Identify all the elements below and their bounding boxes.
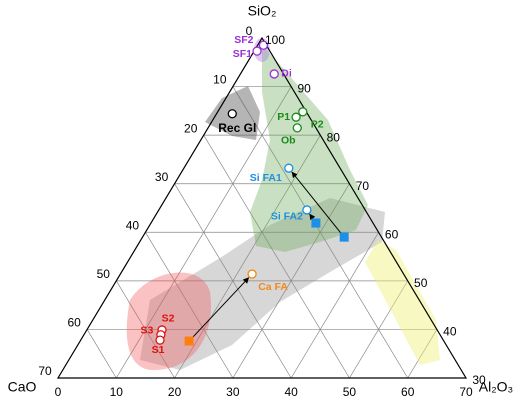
bottom-tick-label: 60: [401, 385, 415, 399]
right-tick-label: 40: [443, 325, 457, 339]
point-label: S1: [152, 344, 165, 356]
data-point: [292, 123, 302, 133]
bottom-tick-label: 70: [459, 385, 473, 399]
right-tick-label: 90: [297, 82, 311, 96]
data-square: [339, 232, 349, 242]
data-point: [284, 163, 294, 173]
grid-line: [290, 232, 379, 379]
bottom-tick-label: 40: [284, 385, 298, 399]
grid-line: [115, 86, 292, 379]
right-tick-label: 50: [414, 276, 428, 290]
grid-line: [407, 329, 438, 379]
axis-title-right: Al₂O₃: [479, 379, 513, 395]
left-tick-label: 60: [67, 316, 81, 330]
point-label: SF1: [233, 48, 252, 60]
data-point: [155, 335, 165, 345]
point-label: SF2: [234, 34, 253, 46]
data-square: [311, 218, 321, 228]
frame: [56, 36, 468, 379]
grid-line: [145, 232, 234, 379]
bottom-tick-label: 10: [110, 385, 124, 399]
data-point: [227, 109, 237, 119]
point-label: S3: [140, 325, 153, 337]
right-tick-label: 70: [356, 179, 370, 193]
right-tick-label: 80: [327, 130, 341, 144]
left-tick-label: 20: [184, 121, 198, 135]
left-tick-label: 50: [97, 267, 111, 281]
data-point: [298, 107, 308, 117]
triangle-frame: [56, 36, 468, 379]
marks: SF2 SF1 Di Rec Gl P2 P1 Ob Si FA1 Si FA2 Ca FA S2 S…: [140, 34, 349, 356]
bottom-tick-label: 0: [55, 385, 62, 399]
axis-title-top: SiO₂: [248, 3, 277, 19]
data-point: [291, 112, 301, 122]
bottom-tick-label: 50: [343, 385, 357, 399]
point-label: Di: [281, 68, 292, 80]
arrow: [188, 277, 250, 342]
point-label: P1: [277, 111, 290, 123]
point-label: S2: [162, 313, 175, 325]
right-tick-label: 100: [265, 33, 285, 47]
right-tick-label: 60: [385, 227, 399, 241]
left-tick-label: 0: [246, 24, 253, 38]
left-tick-label: 70: [38, 364, 52, 378]
point-label: Rec Gl: [218, 121, 256, 135]
regions: [126, 38, 440, 371]
left-tick-label: 30: [155, 170, 169, 184]
point-label: Si FA2: [271, 211, 303, 223]
grid-line: [203, 134, 350, 379]
point-label: P2: [311, 119, 324, 131]
left-tick-label: 10: [213, 73, 227, 87]
grid-line: [232, 183, 350, 379]
data-point: [269, 69, 279, 79]
region-green: [250, 45, 368, 252]
point-label: Ca FA: [258, 281, 288, 293]
right-tick-label: 30: [472, 373, 486, 387]
grid-line: [349, 280, 409, 379]
point-label: Si FA1: [250, 172, 282, 184]
region-gray-band: [140, 198, 385, 370]
data-point: [252, 46, 262, 56]
region-red: [126, 272, 212, 371]
left-tick-label: 40: [126, 218, 140, 232]
grid-line: [86, 329, 117, 379]
data-point: [302, 205, 312, 215]
data-square: [184, 336, 194, 346]
data-point: [247, 269, 257, 279]
region-yellow: [365, 240, 440, 365]
axis-title-left: CaO: [8, 379, 37, 395]
bottom-tick-label: 20: [168, 385, 182, 399]
point-label: Ob: [281, 135, 296, 147]
arrow: [291, 171, 345, 238]
bottom-tick-label: 30: [226, 385, 240, 399]
data-point: [258, 40, 269, 50]
